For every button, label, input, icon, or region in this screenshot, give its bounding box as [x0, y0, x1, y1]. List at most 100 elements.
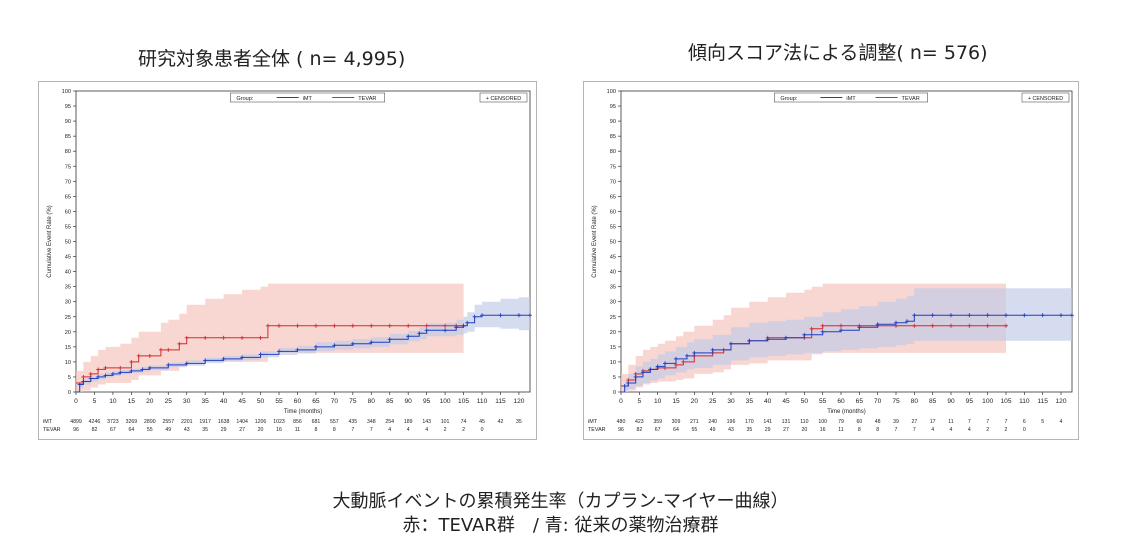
censor-mark-imt: [622, 383, 627, 388]
x-tick-label: 55: [819, 398, 827, 405]
y-tick-label: 85: [65, 134, 71, 140]
risk-table-cell: 42: [498, 419, 504, 425]
risk-table-cell: 49: [165, 427, 171, 433]
x-tick-label: 10: [109, 398, 117, 405]
censor-mark-tevar: [985, 323, 990, 328]
censor-mark-imt: [685, 353, 689, 358]
censor-mark-tevar: [265, 323, 270, 328]
risk-table-cell: 4: [407, 427, 410, 433]
x-tick-label: 25: [165, 398, 173, 405]
risk-table-cell: 4: [968, 427, 971, 433]
censor-mark-tevar: [177, 341, 182, 346]
risk-table-cell: 348: [367, 419, 376, 425]
y-tick-label: 25: [610, 315, 616, 321]
risk-table-cell: 8: [333, 427, 336, 433]
risk-table-cell: 67: [110, 427, 116, 433]
risk-table-cell: 1023: [273, 419, 285, 425]
censor-mark-imt: [498, 313, 503, 318]
censor-mark-tevar: [166, 347, 171, 352]
x-tick-label: 90: [405, 398, 413, 405]
risk-table-cell: 2: [462, 427, 465, 433]
y-tick-label: 20: [65, 330, 71, 336]
y-tick-label: 80: [610, 149, 616, 155]
x-tick-label: 55: [275, 398, 283, 405]
risk-table-cell: 55: [691, 427, 697, 433]
y-tick-label: 50: [65, 240, 71, 246]
censor-mark-imt: [1004, 313, 1008, 318]
censor-mark-imt: [857, 325, 862, 330]
y-tick-label: 0: [613, 390, 616, 396]
x-tick-label: 105: [458, 398, 469, 405]
censor-mark-imt: [875, 322, 880, 327]
censor-mark-tevar: [930, 323, 935, 328]
risk-table-cell: 55: [147, 427, 153, 433]
y-axis-label: Cumulative Event Rate (%): [592, 205, 598, 277]
censor-mark-imt: [663, 361, 667, 366]
risk-table-cell: 681: [312, 419, 321, 425]
x-tick-label: 120: [1055, 398, 1066, 405]
censor-mark-tevar: [967, 323, 972, 328]
censor-mark-imt: [985, 313, 990, 318]
censor-mark-imt: [784, 335, 788, 340]
y-tick-label: 80: [65, 149, 71, 155]
x-axis-label: Time (months): [284, 409, 322, 415]
x-tick-label: 15: [672, 398, 680, 405]
censor-mark-imt: [633, 374, 638, 379]
x-tick-label: 85: [386, 398, 394, 405]
y-tick-label: 75: [65, 164, 71, 170]
censor-mark-tevar: [313, 323, 318, 328]
censor-mark-tevar: [258, 335, 263, 340]
risk-table-cell: 1917: [199, 419, 211, 425]
risk-table-cell: 7: [913, 427, 916, 433]
censor-mark-imt: [443, 328, 448, 333]
censor-mark-imt: [417, 331, 422, 336]
censor-mark-tevar: [158, 347, 163, 352]
censor-mark-tevar: [809, 326, 814, 331]
risk-table-cell: 2: [1005, 427, 1008, 433]
risk-table-cell: 11: [948, 419, 953, 425]
risk-table-cell: 7: [986, 419, 989, 425]
risk-table-cell: 2: [444, 427, 447, 433]
risk-table-cell: 271: [690, 419, 699, 425]
y-tick-label: 20: [610, 330, 616, 336]
legend-entry-imt: iMT: [303, 96, 313, 102]
censor-mark-tevar: [203, 335, 208, 340]
y-tick-label: 95: [610, 104, 616, 110]
risk-table-cell: 170: [745, 419, 754, 425]
x-tick-label: 25: [709, 398, 717, 405]
risk-table-cell: 35: [746, 427, 752, 433]
censor-mark-imt: [894, 320, 898, 325]
censor-mark-tevar: [184, 335, 189, 340]
y-axis-label: Cumulative Event Rate (%): [47, 205, 53, 277]
chart-panel-right: 0 5 10 15 20 25 30 35 40 45 50 55 60 65 70 75 80 85 90 95 10…: [583, 81, 1079, 440]
censor-mark-imt: [184, 361, 189, 366]
censor-mark-imt: [710, 347, 715, 352]
censor-mark-imt: [1059, 313, 1063, 318]
censor-mark-tevar: [350, 323, 355, 328]
censor-mark-imt: [166, 362, 171, 367]
risk-table-cell: 35: [202, 427, 208, 433]
censor-mark-imt: [674, 356, 678, 361]
risk-table-cell: 2890: [144, 419, 156, 425]
censor-mark-imt: [967, 313, 972, 318]
risk-table-cell: 309: [672, 419, 681, 425]
y-tick-label: 25: [65, 315, 71, 321]
x-tick-label: 0: [619, 398, 623, 405]
censor-mark-tevar: [912, 323, 917, 328]
y-tick-label: 30: [65, 300, 71, 306]
censor-mark-imt: [1040, 313, 1045, 318]
censor-mark-imt: [802, 332, 807, 337]
risk-table-cell: 20: [801, 427, 807, 433]
risk-table-cell: 79: [838, 419, 844, 425]
censor-mark-imt: [350, 341, 355, 346]
x-tick-label: 15: [128, 398, 136, 405]
risk-table-row-label: TEVAR: [43, 427, 61, 433]
y-tick-label: 75: [610, 164, 616, 170]
censored-legend-box: [1021, 92, 1070, 103]
y-tick-label: 90: [610, 119, 616, 125]
censor-mark-imt: [480, 313, 485, 318]
censor-mark-imt: [118, 370, 123, 375]
risk-table-cell: 8: [858, 427, 861, 433]
chart-panel-left: 0 5 10 15 20 25 30 35 40 45 50 55 60 65 70 75 80 85 90 95 10…: [38, 81, 537, 440]
censor-mark-imt: [655, 364, 660, 369]
